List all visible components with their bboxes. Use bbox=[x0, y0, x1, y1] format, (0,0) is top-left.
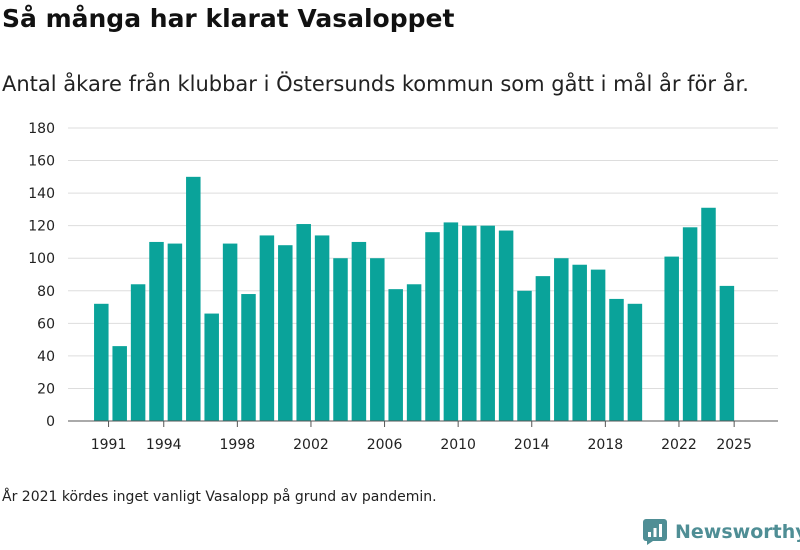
x-tick-label: 1994 bbox=[146, 437, 182, 453]
bar-2012 bbox=[480, 225, 495, 421]
bar-2011 bbox=[462, 225, 477, 421]
bar-2023 bbox=[682, 227, 698, 421]
bar-2004 bbox=[333, 258, 348, 421]
brand-name: Newsworthy bbox=[675, 521, 800, 543]
bar-2014 bbox=[517, 290, 532, 421]
bar-2000 bbox=[259, 235, 275, 421]
bar-1999 bbox=[241, 294, 256, 421]
x-tick-label: 1998 bbox=[220, 437, 256, 453]
footnote: År 2021 kördes inget vanligt Vasalopp på… bbox=[2, 489, 437, 505]
bar-2005 bbox=[351, 241, 367, 421]
x-axis bbox=[68, 420, 778, 427]
bar-2018 bbox=[590, 269, 606, 421]
y-tick-label: 160 bbox=[28, 154, 55, 170]
bar-2024 bbox=[701, 207, 716, 421]
x-tick-labels: 1991 1994 1998 2002 2006 2010 2014 2018 2022 2025 bbox=[91, 437, 752, 453]
chart-title: Så många har klarat Vasaloppet bbox=[2, 4, 455, 33]
x-tick-label: 2010 bbox=[440, 437, 476, 453]
bar-2019 bbox=[609, 298, 624, 421]
bar-2008 bbox=[406, 284, 422, 421]
x-tick-label: 1991 bbox=[91, 437, 127, 453]
x-tick-label: 2014 bbox=[514, 437, 550, 453]
bar-chart: 0 20 40 60 80 100 120 140 160 180 1991 1994 1998 200… bbox=[28, 121, 778, 453]
y-tick-label: 40 bbox=[37, 349, 55, 365]
y-tick-label: 120 bbox=[28, 219, 55, 235]
bar-2013 bbox=[498, 230, 514, 421]
newsworthy-logo-icon bbox=[643, 519, 667, 545]
y-tick-label: 20 bbox=[37, 381, 55, 397]
y-tick-labels: 0 20 40 60 80 100 120 140 160 180 bbox=[28, 121, 55, 430]
bar-2017 bbox=[572, 264, 587, 421]
bar-1994 bbox=[149, 241, 164, 421]
brand[interactable]: Newsworthy bbox=[643, 519, 800, 545]
x-tick-label: 2006 bbox=[367, 437, 403, 453]
bar-1997 bbox=[204, 313, 219, 421]
bar-2010 bbox=[443, 222, 459, 421]
bar-2006 bbox=[370, 258, 385, 421]
bar-2003 bbox=[314, 235, 330, 421]
bar-1996 bbox=[186, 176, 201, 421]
bar-2015 bbox=[535, 276, 551, 421]
y-tick-label: 100 bbox=[28, 251, 55, 267]
bars bbox=[94, 176, 735, 421]
bar-2025 bbox=[719, 285, 735, 421]
x-tick-label: 2022 bbox=[661, 437, 697, 453]
bar-2022 bbox=[664, 256, 679, 421]
chart-subtitle: Antal åkare från klubbar i Östersunds ko… bbox=[2, 72, 749, 96]
bar-2020 bbox=[627, 303, 643, 421]
bar-1992 bbox=[112, 346, 127, 421]
y-tick-label: 0 bbox=[46, 414, 55, 430]
bar-2007 bbox=[388, 289, 403, 421]
x-tick-label: 2025 bbox=[716, 437, 752, 453]
y-tick-label: 60 bbox=[37, 316, 55, 332]
bar-2001 bbox=[278, 245, 293, 421]
y-tick-label: 180 bbox=[28, 121, 55, 137]
bar-2016 bbox=[554, 258, 569, 421]
bar-1991 bbox=[94, 303, 109, 421]
y-tick-label: 140 bbox=[28, 186, 55, 202]
y-tick-label: 80 bbox=[37, 284, 55, 300]
bar-2009 bbox=[425, 232, 440, 421]
bar-1995 bbox=[167, 243, 183, 421]
bar-2002 bbox=[296, 224, 311, 421]
bar-1998 bbox=[222, 243, 238, 421]
x-tick-label: 2018 bbox=[588, 437, 624, 453]
x-tick-label: 2002 bbox=[293, 437, 329, 453]
bar-1993 bbox=[130, 284, 146, 421]
